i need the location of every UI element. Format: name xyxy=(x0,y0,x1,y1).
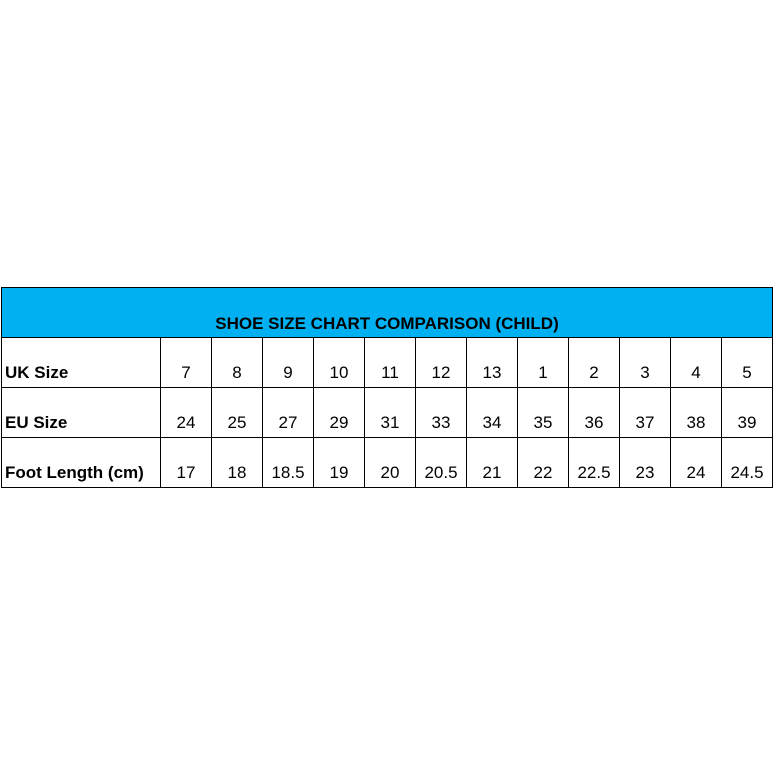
table-title: SHOE SIZE CHART COMPARISON (CHILD) xyxy=(1,287,773,338)
cell-value: 36 xyxy=(568,387,620,438)
cell-value: 18.5 xyxy=(262,437,314,488)
row-label: EU Size xyxy=(1,387,161,438)
cell-value: 7 xyxy=(160,337,212,388)
cell-value: 8 xyxy=(211,337,263,388)
cell-value: 31 xyxy=(364,387,416,438)
cell-value: 34 xyxy=(466,387,518,438)
row-label: UK Size xyxy=(1,337,161,388)
cell-value: 21 xyxy=(466,437,518,488)
cell-value: 27 xyxy=(262,387,314,438)
cell-value: 18 xyxy=(211,437,263,488)
row-label: Foot Length (cm) xyxy=(1,437,161,488)
cell-value: 22 xyxy=(517,437,569,488)
cell-value: 24 xyxy=(160,387,212,438)
cell-value: 35 xyxy=(517,387,569,438)
cell-value: 2 xyxy=(568,337,620,388)
cell-value: 17 xyxy=(160,437,212,488)
cell-value: 9 xyxy=(262,337,314,388)
cell-value: 37 xyxy=(619,387,671,438)
cell-value: 13 xyxy=(466,337,518,388)
cell-value: 4 xyxy=(670,337,722,388)
cell-value: 19 xyxy=(313,437,365,488)
cell-value: 33 xyxy=(415,387,467,438)
cell-value: 38 xyxy=(670,387,722,438)
cell-value: 11 xyxy=(364,337,416,388)
cell-value: 3 xyxy=(619,337,671,388)
cell-value: 20 xyxy=(364,437,416,488)
cell-value: 29 xyxy=(313,387,365,438)
cell-value: 22.5 xyxy=(568,437,620,488)
cell-value: 20.5 xyxy=(415,437,467,488)
cell-value: 5 xyxy=(721,337,773,388)
cell-value: 10 xyxy=(313,337,365,388)
cell-value: 39 xyxy=(721,387,773,438)
cell-value: 1 xyxy=(517,337,569,388)
cell-value: 24.5 xyxy=(721,437,773,488)
cell-value: 24 xyxy=(670,437,722,488)
cell-value: 23 xyxy=(619,437,671,488)
cell-value: 12 xyxy=(415,337,467,388)
cell-value: 25 xyxy=(211,387,263,438)
